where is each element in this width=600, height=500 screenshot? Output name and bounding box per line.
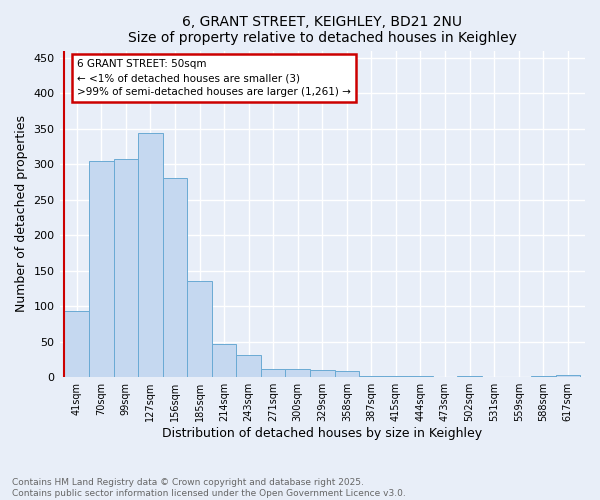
Bar — [359, 376, 383, 377]
Bar — [163, 178, 187, 377]
Bar — [531, 376, 556, 377]
Bar — [310, 370, 335, 377]
Bar — [89, 160, 113, 377]
Bar — [383, 376, 408, 377]
Bar — [556, 375, 580, 377]
Bar — [236, 355, 261, 377]
Bar — [113, 159, 138, 377]
X-axis label: Distribution of detached houses by size in Keighley: Distribution of detached houses by size … — [162, 427, 482, 440]
Bar — [212, 344, 236, 377]
Title: 6, GRANT STREET, KEIGHLEY, BD21 2NU
Size of property relative to detached houses: 6, GRANT STREET, KEIGHLEY, BD21 2NU Size… — [128, 15, 517, 45]
Bar — [64, 311, 89, 377]
Bar — [138, 133, 163, 377]
Bar — [335, 371, 359, 377]
Bar — [286, 370, 310, 377]
Bar — [457, 376, 482, 377]
Bar — [187, 282, 212, 377]
Bar — [261, 370, 286, 377]
Bar — [408, 376, 433, 377]
Text: 6 GRANT STREET: 50sqm
← <1% of detached houses are smaller (3)
>99% of semi-deta: 6 GRANT STREET: 50sqm ← <1% of detached … — [77, 59, 350, 97]
Text: Contains HM Land Registry data © Crown copyright and database right 2025.
Contai: Contains HM Land Registry data © Crown c… — [12, 478, 406, 498]
Y-axis label: Number of detached properties: Number of detached properties — [15, 116, 28, 312]
